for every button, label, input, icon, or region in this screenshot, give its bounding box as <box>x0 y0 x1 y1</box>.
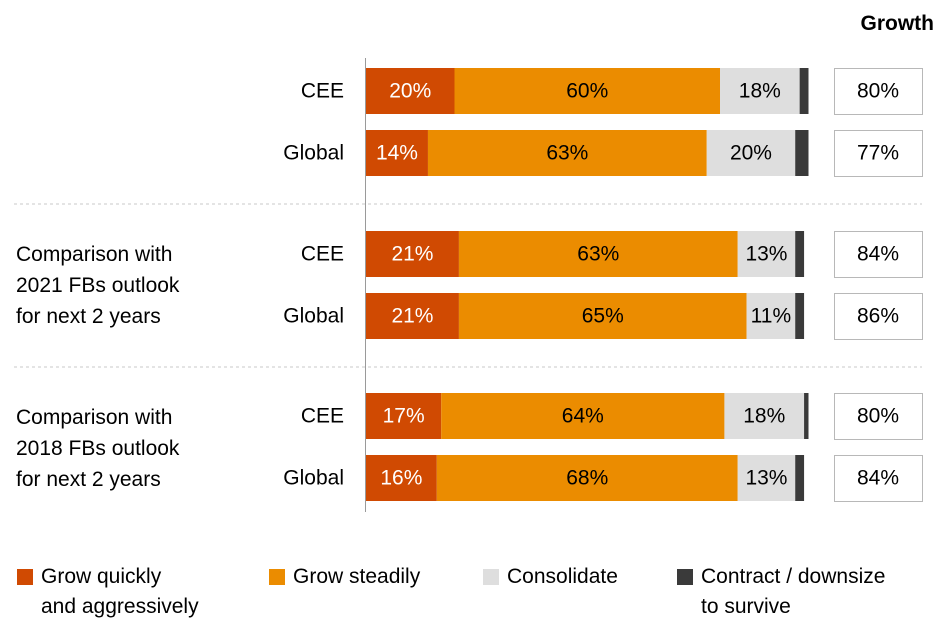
bar-segment <box>458 293 747 339</box>
group-label-line: 2021 FBs outlook <box>16 274 180 297</box>
growth-box <box>834 455 923 502</box>
bar-segment <box>795 130 809 176</box>
growth-value: 80% <box>857 405 899 428</box>
bar-segment <box>737 455 796 501</box>
legend-label: and aggressively <box>41 595 199 618</box>
growth-column-header: Growth <box>860 12 935 35</box>
legend-swatch <box>677 569 693 585</box>
data-label: 68% <box>566 467 608 490</box>
category-label: Global <box>283 467 344 490</box>
growth-box <box>834 293 923 340</box>
data-label: 17% <box>383 405 425 428</box>
data-label: 16% <box>380 467 422 490</box>
data-label: 14% <box>376 142 418 165</box>
bar-segment <box>441 393 725 439</box>
bar-segment <box>436 455 738 501</box>
category-label: Global <box>283 142 344 165</box>
data-label: 11% <box>751 305 791 328</box>
bar-segment <box>799 68 809 114</box>
bar-segment <box>427 130 707 176</box>
data-label: 63% <box>577 243 619 266</box>
bar-segment <box>366 68 455 114</box>
category-label: CEE <box>301 80 344 103</box>
growth-box <box>834 130 923 177</box>
bar-segment <box>720 68 800 114</box>
legend-label: to survive <box>701 595 791 618</box>
group-label-line: Comparison with <box>16 243 173 266</box>
bar-segment <box>454 68 720 114</box>
category-label: Global <box>283 305 344 328</box>
growth-value: 80% <box>857 80 899 103</box>
bar-segment <box>366 455 437 501</box>
group-label-line: Comparison with <box>16 406 173 429</box>
growth-box <box>834 68 923 115</box>
bar-segment <box>804 393 809 439</box>
group-label-2021: Comparison with 2021 FBs outlook for nex… <box>16 239 179 332</box>
growth-value: 84% <box>857 243 899 266</box>
data-label: 13% <box>745 243 787 266</box>
data-label: 63% <box>546 142 588 165</box>
growth-value: 86% <box>857 305 899 328</box>
legend-swatch <box>17 569 33 585</box>
legend-label: Contract / downsize <box>701 565 886 588</box>
data-label: 18% <box>739 80 781 103</box>
bar-segment <box>737 231 796 277</box>
legend-swatch <box>269 569 285 585</box>
bar-segment <box>366 130 428 176</box>
bar-segment <box>458 231 738 277</box>
data-label: 60% <box>566 80 608 103</box>
bar-segment <box>795 455 805 501</box>
data-label: 65% <box>582 305 624 328</box>
growth-box <box>834 231 923 278</box>
data-label: 20% <box>730 142 772 165</box>
data-label: 64% <box>562 405 604 428</box>
legend-label: Grow steadily <box>293 565 421 588</box>
group-label-line: 2018 FBs outlook <box>16 437 180 460</box>
bar-segment <box>366 231 459 277</box>
group-label-line: for next 2 years <box>16 468 161 491</box>
bar-segment <box>366 293 459 339</box>
bar-segment <box>366 393 442 439</box>
growth-box <box>834 393 923 440</box>
bar-segment <box>795 231 805 277</box>
data-label: 13% <box>745 467 787 490</box>
category-label: CEE <box>301 243 344 266</box>
data-label: 21% <box>391 305 433 328</box>
data-label: 20% <box>389 80 431 103</box>
group-label-line: for next 2 years <box>16 305 161 328</box>
bar-segment <box>706 130 796 176</box>
legend-swatch <box>483 569 499 585</box>
legend-label: Consolidate <box>507 565 618 588</box>
bar-segment <box>724 393 805 439</box>
data-label: 21% <box>391 243 433 266</box>
bar-segment <box>795 293 805 339</box>
group-label-2018: Comparison with 2018 FBs outlook for nex… <box>16 402 179 495</box>
legend-label: Grow quickly <box>41 565 162 588</box>
growth-value: 84% <box>857 467 899 490</box>
bar-segment <box>746 293 796 339</box>
data-label: 18% <box>743 405 785 428</box>
category-label: CEE <box>301 405 344 428</box>
growth-value: 77% <box>857 142 899 165</box>
